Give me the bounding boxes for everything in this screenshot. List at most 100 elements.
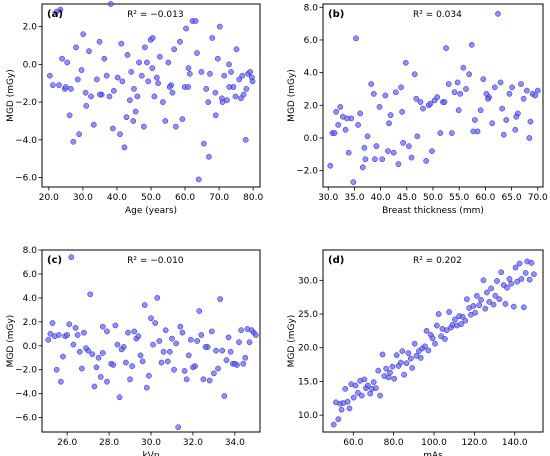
data-point	[331, 130, 338, 136]
data-point	[417, 99, 424, 105]
y-tick-label: −6.0	[15, 414, 37, 424]
data-point	[513, 113, 520, 120]
data-point	[383, 365, 390, 372]
data-point	[368, 81, 375, 87]
data-point	[78, 365, 85, 372]
data-point	[132, 108, 139, 115]
data-point	[393, 352, 400, 359]
data-point	[514, 278, 521, 285]
data-point	[532, 92, 538, 99]
data-point	[432, 340, 438, 347]
data-point	[68, 254, 75, 261]
data-point	[236, 76, 243, 83]
data-point	[385, 374, 392, 381]
data-point	[81, 329, 87, 336]
data-point	[153, 74, 160, 81]
data-point	[50, 82, 56, 88]
data-point	[76, 131, 82, 138]
data-point	[420, 105, 426, 112]
data-point	[214, 55, 221, 62]
data-point	[522, 270, 529, 276]
data-point	[506, 276, 513, 282]
data-point	[345, 149, 352, 156]
data-point	[177, 323, 184, 330]
panel-label: (b)	[328, 9, 344, 20]
data-point	[117, 131, 123, 138]
y-tick-label: 8.0	[23, 246, 38, 256]
x-tick-label: 55.0	[449, 193, 469, 203]
data-point	[516, 260, 523, 267]
plot-frame	[41, 249, 261, 433]
data-point	[227, 348, 234, 355]
data-point	[534, 87, 541, 94]
data-point	[131, 86, 137, 92]
data-point	[335, 122, 342, 128]
data-point	[399, 348, 406, 354]
data-point	[435, 311, 442, 317]
data-point	[509, 84, 515, 91]
data-point	[64, 59, 71, 66]
data-point	[526, 135, 533, 141]
data-point	[423, 158, 430, 164]
y-tick-label: 4.0	[23, 294, 38, 304]
data-point	[504, 284, 510, 291]
data-point	[107, 1, 114, 7]
data-point	[59, 55, 65, 62]
data-point	[179, 116, 186, 122]
data-point	[344, 115, 350, 122]
data-point	[203, 86, 210, 92]
data-point	[223, 357, 230, 364]
data-point	[243, 86, 250, 92]
data-point	[492, 292, 499, 299]
data-point	[460, 64, 467, 71]
data-point	[156, 338, 163, 344]
y-tick-label: 6.0	[304, 36, 319, 46]
data-point	[206, 377, 213, 384]
data-point	[171, 366, 177, 373]
data-point	[480, 277, 487, 284]
data-point	[470, 303, 477, 309]
data-point	[142, 44, 148, 51]
data-point	[445, 81, 452, 87]
r-squared-annotation: R² = −0.013	[127, 10, 183, 20]
y-tick-label: 0.0	[23, 60, 38, 70]
data-point	[103, 72, 110, 79]
y-tick-label: −2.0	[15, 98, 37, 108]
y-tick-label: −4.0	[15, 136, 37, 146]
data-point	[442, 336, 448, 342]
data-point	[457, 91, 464, 97]
panel-a: 20.0 30.0 40.0 50.0 60.0 70.0 80.0 −6.0 −4.0 −2.0…	[6, 1, 263, 216]
data-point	[216, 23, 223, 30]
plot-frame	[322, 249, 544, 433]
data-point	[459, 313, 466, 320]
x-tick-label: 60.0	[475, 193, 495, 203]
data-point	[392, 89, 399, 96]
data-point	[211, 370, 217, 377]
data-point	[213, 347, 219, 354]
data-point	[91, 383, 98, 390]
data-point	[398, 359, 404, 366]
data-point	[476, 302, 483, 309]
y-axis-label: MGD (mGy)	[287, 315, 297, 368]
x-axis-label: Age (years)	[125, 206, 177, 216]
data-point	[407, 355, 414, 362]
data-point	[136, 59, 142, 66]
data-point	[196, 308, 203, 314]
data-point	[367, 390, 374, 397]
data-point	[462, 317, 469, 324]
x-tick-label: 60.0	[175, 193, 195, 203]
data-point	[78, 67, 85, 73]
data-point	[111, 87, 117, 94]
plot-frame	[41, 3, 261, 188]
data-point	[414, 133, 421, 140]
data-point	[192, 18, 199, 24]
data-point	[160, 348, 167, 355]
data-point	[333, 108, 339, 115]
data-point	[346, 405, 353, 412]
data-point	[454, 79, 461, 86]
data-point	[93, 76, 100, 83]
data-point	[202, 344, 209, 350]
data-point	[116, 394, 123, 401]
data-point	[437, 130, 444, 136]
data-point	[175, 424, 182, 431]
